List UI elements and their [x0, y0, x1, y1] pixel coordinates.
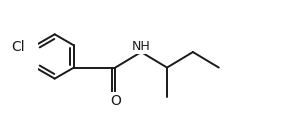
Text: NH: NH [132, 40, 151, 53]
Text: Cl: Cl [12, 40, 25, 54]
Text: O: O [110, 94, 121, 108]
